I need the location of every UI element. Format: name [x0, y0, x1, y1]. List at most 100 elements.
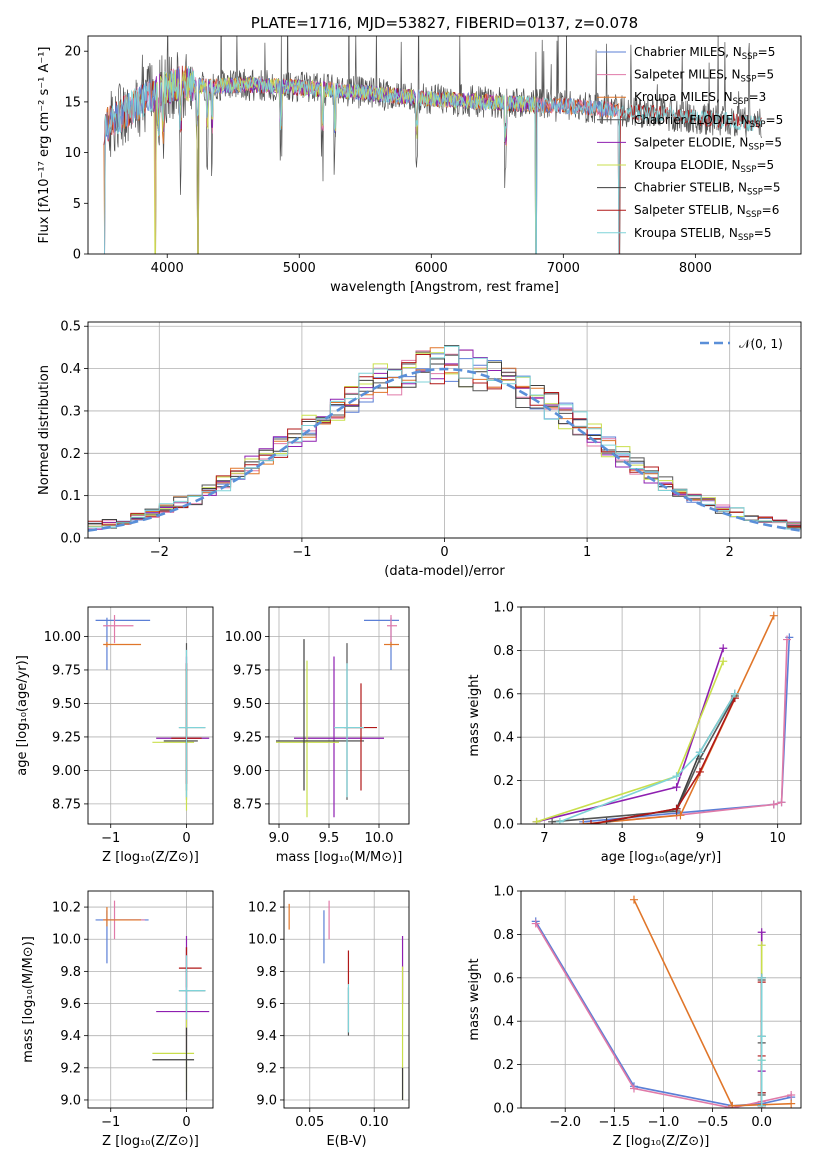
y-tick-label: 9.50 — [52, 697, 81, 712]
x-axis-label: (data-model)/error — [384, 564, 505, 579]
y-tick-label: 10.00 — [44, 630, 81, 645]
y-tick-label: 5 — [73, 197, 81, 212]
weight-marker — [629, 895, 638, 904]
y-tick-label: 0.4 — [493, 1015, 514, 1030]
weight-marker — [532, 817, 541, 824]
weight-marker — [777, 798, 786, 807]
x-tick-label: −2 — [150, 545, 169, 560]
y-axis-label: Flux [fλ10⁻¹⁷ erg cm⁻² s⁻¹ A⁻¹] — [37, 47, 52, 244]
weight-line — [535, 923, 792, 1108]
y-tick-label: 9.4 — [60, 1029, 81, 1044]
weight-marker — [695, 767, 704, 776]
y-tick-label: 9.75 — [233, 663, 262, 678]
legend-label: Kroupa MILES, NSSP=3 — [634, 90, 766, 107]
y-tick-label: 9.50 — [233, 697, 262, 712]
weight-marker — [757, 928, 766, 937]
legend-label: Kroupa ELODIE, NSSP=5 — [634, 158, 774, 175]
plot-frame — [87, 606, 214, 825]
weight-marker — [783, 635, 791, 644]
points — [288, 900, 404, 1100]
y-tick-label: 9.8 — [256, 965, 277, 980]
weight-line — [536, 647, 724, 823]
legend-label: Chabrier ELODIE, NSSP=5 — [634, 113, 783, 130]
chart-title: PLATE=1716, MJD=53827, FIBERID=0137, z=0… — [251, 14, 638, 32]
y-tick-label: 0.3 — [60, 404, 81, 419]
weight-marker — [730, 689, 739, 698]
normal-curve — [88, 367, 801, 532]
x-tick-label: −1 — [101, 831, 120, 846]
x-tick-label: 0.05 — [295, 1115, 324, 1130]
weight-marker — [757, 1056, 766, 1065]
weight-line — [559, 693, 736, 823]
y-tick-label: 0.8 — [493, 928, 514, 943]
histogram-series — [88, 345, 801, 531]
x-tick-label: 1 — [583, 545, 591, 560]
legend-label: Chabrier STELIB, NSSP=5 — [634, 181, 781, 198]
weight-marker — [719, 657, 728, 666]
y-tick-label: 0.0 — [493, 1102, 514, 1117]
x-tick-label: −1.5 — [599, 1115, 631, 1130]
x-axis-label: Z [log₁₀(Z/Z⊙)] — [613, 1134, 710, 1149]
weight-marker — [757, 973, 766, 982]
histograms — [88, 345, 801, 532]
y-tick-label: 9.75 — [52, 663, 81, 678]
weight-marker — [787, 1090, 796, 1099]
x-tick-label: 7 — [540, 831, 548, 846]
y-tick-label: 0.5 — [60, 320, 81, 335]
age-vs-mass-panel: 9.0 9.5 10.0 8.75 9.00 9.25 9.50 9.75 10.00 mass … — [225, 606, 410, 865]
y-tick-label: 9.25 — [52, 730, 81, 745]
y-tick-label: 9.0 — [60, 1093, 81, 1108]
weight-marker — [769, 611, 778, 620]
spectrum-panel: PLATE=1716, MJD=53827, FIBERID=0137, z=0… — [37, 14, 802, 295]
y-tick-label: 0.2 — [493, 1058, 514, 1073]
y-tick-label: 9.6 — [256, 997, 277, 1012]
x-axis-label: Z [log₁₀(Z/Z⊙)] — [102, 1134, 199, 1149]
x-tick-label: −1.0 — [648, 1115, 680, 1130]
y-tick-label: 0.6 — [493, 687, 514, 702]
y-tick-label: 1.0 — [493, 601, 514, 616]
legend: Chabrier MILES, NSSP=5 Salpeter MILES, NS… — [597, 45, 783, 243]
y-tick-label: 0.0 — [60, 532, 81, 547]
age-vs-Z-panel: −1 0 8.75 9.00 9.25 9.50 9.75 10.00 Z [log₁₀(Z/Z… — [15, 606, 214, 865]
plot-frame — [268, 606, 410, 825]
y-axis-label: Normed distribution — [37, 365, 52, 495]
x-tick-label: −0.5 — [697, 1115, 729, 1130]
x-tick-label: 0 — [182, 1115, 190, 1130]
spectrum-series — [103, 66, 762, 254]
y-tick-label: 0.6 — [493, 971, 514, 986]
y-tick-label: 0.2 — [493, 774, 514, 789]
weight-line — [583, 615, 775, 824]
legend-label: Salpeter ELODIE, NSSP=5 — [634, 135, 782, 152]
weight-marker — [719, 644, 728, 653]
y-tick-label: 10.2 — [52, 901, 81, 916]
weight-line — [536, 660, 724, 823]
weight-marker — [587, 820, 595, 824]
y-tick-label: 0.1 — [60, 489, 81, 504]
weight-marker — [757, 941, 766, 950]
y-tick-label: 9.2 — [60, 1061, 81, 1076]
y-tick-label: 9.2 — [256, 1061, 277, 1076]
y-tick-label: 0.4 — [493, 731, 514, 746]
x-tick-label: 0 — [182, 831, 190, 846]
x-axis-label: mass [log₁₀(M/M⊙)] — [276, 850, 403, 865]
y-tick-label: 0 — [73, 248, 81, 263]
y-tick-label: 9.25 — [233, 730, 262, 745]
weight-marker — [672, 783, 681, 792]
y-tick-label: 8.75 — [233, 797, 262, 812]
x-tick-label: −1 — [292, 545, 311, 560]
weight-marker — [548, 817, 557, 824]
mass-vs-ebv-panel: 0.05 0.10 9.0 9.2 9.4 9.6 9.8 10.0 10.2 E(B-V) — [248, 890, 410, 1149]
y-tick-label: 20 — [64, 45, 81, 60]
x-tick-label: 0.0 — [751, 1115, 772, 1130]
weight-marker — [531, 919, 540, 928]
legend-label: Kroupa STELIB, NSSP=5 — [634, 226, 772, 243]
legend-label: Salpeter MILES, NSSP=5 — [634, 68, 774, 85]
y-tick-label: 10.00 — [225, 630, 262, 645]
residual-panel: −2 −1 0 1 2 0.0 0.1 0.2 0.3 0.4 0.5 (data-model)/er… — [37, 320, 802, 579]
massweight-vs-Z-panel: −2.0 −1.5 −1.0 −0.5 0.0 0.0 0.2 0.4 0.6 0.8 1.0 Z [… — [467, 885, 802, 1149]
y-tick-label: 8.75 — [52, 797, 81, 812]
y-tick-label: 10 — [64, 146, 81, 161]
weight-line — [606, 693, 736, 823]
weight-marker — [757, 1101, 766, 1108]
x-tick-label: 9.5 — [319, 831, 340, 846]
